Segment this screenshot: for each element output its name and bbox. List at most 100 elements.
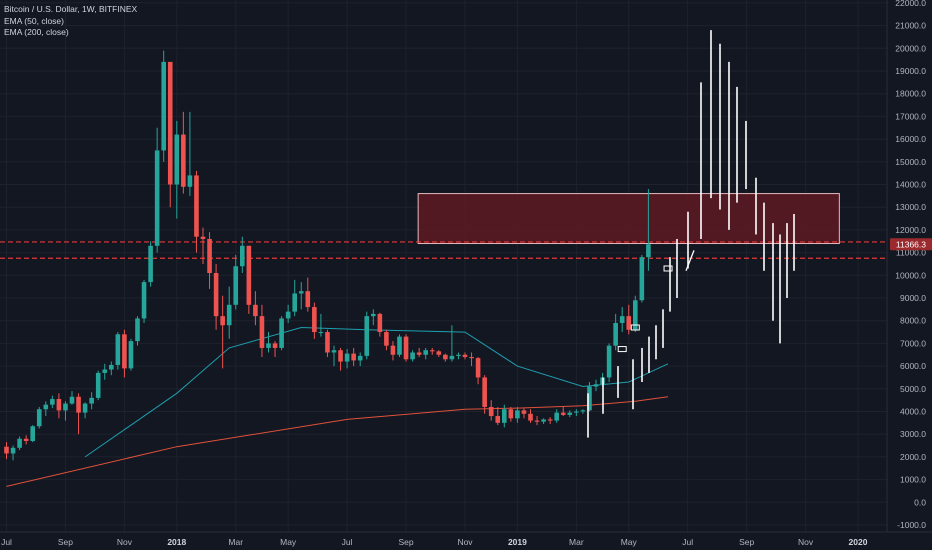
time-tick-label: May bbox=[621, 537, 638, 547]
legend-symbol-title[interactable]: Bitcoin / U.S. Dollar, 1W, BITFINEX bbox=[4, 4, 138, 14]
candle bbox=[109, 361, 114, 376]
candle-body bbox=[200, 236, 206, 239]
price-tick-label: 13000.0 bbox=[895, 202, 926, 212]
price-tick-label: 7000.0 bbox=[900, 338, 926, 348]
legend-ema200[interactable]: EMA (200, close) bbox=[4, 27, 69, 37]
candle-body bbox=[298, 291, 304, 294]
candle bbox=[325, 329, 330, 358]
candle bbox=[128, 338, 134, 371]
candle-body bbox=[233, 266, 239, 305]
candle bbox=[4, 442, 9, 460]
resistance-zone bbox=[417, 193, 840, 245]
price-axis[interactable]: -1000.0 0.0 1000.0 2000.0 3000.0 4000.0 5000.0… bbox=[895, 0, 926, 530]
candle bbox=[226, 286, 232, 339]
candle bbox=[633, 295, 638, 333]
candle bbox=[181, 111, 186, 194]
candle bbox=[161, 50, 166, 162]
time-tick-label: Jul bbox=[342, 537, 353, 547]
candle bbox=[521, 408, 527, 419]
candle bbox=[462, 352, 468, 360]
time-tick-label: Sep bbox=[58, 537, 73, 547]
candle bbox=[547, 417, 553, 424]
projection-connector bbox=[685, 250, 695, 271]
candle-body bbox=[606, 345, 612, 378]
current-price-tag-bg bbox=[890, 238, 932, 251]
candle-body bbox=[554, 412, 559, 421]
candle bbox=[351, 347, 356, 367]
price-tick-label: 9000.0 bbox=[900, 293, 926, 303]
candle-body bbox=[371, 313, 376, 317]
candle bbox=[416, 347, 422, 358]
candle bbox=[587, 381, 592, 412]
candle-body bbox=[95, 372, 101, 398]
candle-body bbox=[76, 396, 81, 413]
candle-body bbox=[416, 352, 422, 355]
candle bbox=[410, 350, 415, 362]
candle-body bbox=[449, 355, 455, 360]
time-tick-label: 2018 bbox=[167, 537, 186, 547]
candle-body bbox=[318, 332, 324, 334]
candle bbox=[449, 325, 455, 362]
price-tick-label: 14000.0 bbox=[895, 180, 926, 190]
price-tick-label: 17000.0 bbox=[895, 111, 926, 121]
candle bbox=[76, 393, 81, 435]
price-tick-label: 10000.0 bbox=[895, 270, 926, 280]
time-tick-label: 2019 bbox=[508, 537, 527, 547]
candle bbox=[266, 332, 271, 353]
price-tick-label: 19000.0 bbox=[895, 66, 926, 76]
candle-body bbox=[482, 377, 487, 407]
time-axis[interactable]: Jul Sep Nov 2018 Mar May Jul Sep Nov 2019 Mar May Ju… bbox=[1, 537, 868, 547]
price-tick-label: 16000.0 bbox=[895, 134, 926, 144]
candle bbox=[567, 410, 573, 418]
candle bbox=[495, 406, 501, 426]
candle-body bbox=[220, 316, 225, 326]
price-tick-label: 11000.0 bbox=[896, 248, 926, 258]
candle-body bbox=[521, 410, 527, 414]
candle bbox=[30, 425, 35, 443]
candle bbox=[364, 311, 370, 360]
annotation-box bbox=[617, 346, 627, 353]
time-tick-label: Mar bbox=[569, 537, 584, 547]
candle bbox=[318, 313, 324, 337]
time-tick-label: Mar bbox=[228, 537, 243, 547]
candle bbox=[619, 307, 625, 333]
candle bbox=[423, 347, 428, 360]
price-tick-label: 18000.0 bbox=[895, 89, 926, 99]
candle-body bbox=[4, 446, 9, 454]
candle-body bbox=[351, 353, 356, 361]
candle bbox=[541, 418, 546, 424]
candle-body bbox=[331, 350, 337, 353]
candle-body bbox=[82, 403, 88, 413]
candle-body bbox=[534, 420, 540, 422]
candle bbox=[331, 345, 337, 367]
candle-body bbox=[502, 409, 507, 423]
candle-body bbox=[148, 245, 153, 283]
candle-body bbox=[325, 332, 330, 353]
candle bbox=[338, 347, 343, 371]
ema200-line bbox=[6, 396, 669, 487]
current-price-tag: 11366.3 bbox=[890, 238, 932, 251]
candle-body bbox=[593, 384, 599, 387]
candle-body bbox=[462, 354, 468, 358]
candle-body bbox=[279, 318, 284, 348]
candle-body bbox=[285, 311, 291, 319]
candle-body bbox=[23, 438, 29, 442]
candle-body bbox=[194, 175, 199, 237]
dashed-levels bbox=[0, 241, 887, 259]
candle bbox=[574, 409, 579, 417]
candle bbox=[298, 282, 304, 310]
candle-body bbox=[10, 447, 16, 454]
candle-body bbox=[292, 293, 297, 312]
candle bbox=[436, 350, 442, 358]
price-tick-label: 1000.0 bbox=[900, 475, 926, 485]
candle-body bbox=[128, 341, 134, 369]
candle bbox=[220, 295, 225, 369]
legend-ema50[interactable]: EMA (50, close) bbox=[4, 15, 64, 26]
candle-body bbox=[475, 358, 481, 378]
candle-body bbox=[135, 318, 140, 342]
time-tick-label: May bbox=[280, 537, 297, 547]
projection-series bbox=[587, 30, 795, 438]
annotation-box bbox=[663, 265, 673, 272]
candle-body bbox=[456, 354, 461, 356]
